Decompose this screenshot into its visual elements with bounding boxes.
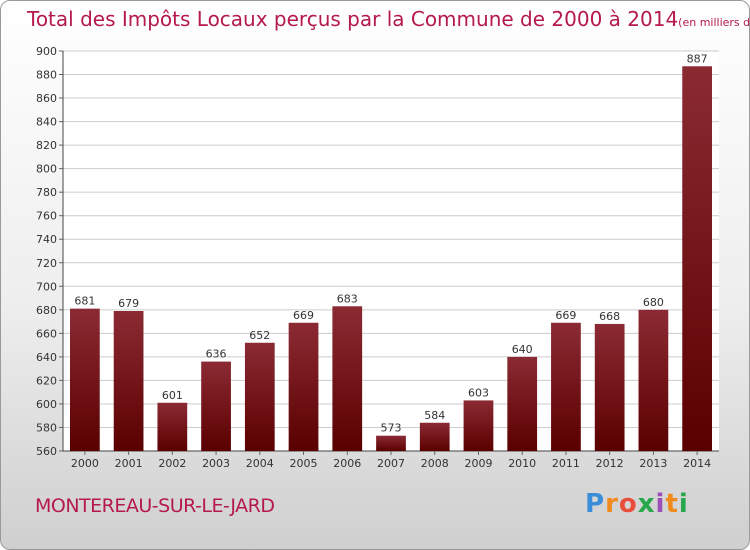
x-tick-label: 2001 (115, 457, 143, 470)
y-tick-label: 680 (36, 304, 57, 317)
y-tick-label: 840 (36, 116, 57, 129)
chart-title-unit: (en milliers d'€) (678, 16, 750, 29)
y-tick-label: 620 (36, 374, 57, 387)
y-tick-label: 800 (36, 163, 57, 176)
data-label: 683 (337, 292, 358, 305)
data-label: 669 (293, 309, 314, 322)
y-tick-label: 820 (36, 139, 57, 152)
bar (244, 342, 275, 451)
data-label: 601 (162, 389, 183, 402)
y-tick-label: 900 (36, 45, 57, 58)
data-label: 887 (687, 52, 708, 65)
bar (376, 435, 406, 451)
data-label: 652 (249, 329, 270, 342)
bar (332, 306, 363, 451)
x-tick-label: 2004 (246, 457, 274, 470)
bar (288, 322, 319, 451)
x-tick-label: 2010 (508, 457, 536, 470)
data-label: 681 (74, 295, 95, 308)
x-tick-label: 2000 (71, 457, 99, 470)
y-tick-label: 600 (36, 398, 57, 411)
data-label: 636 (206, 348, 227, 361)
chart-title-main: Total des Impôts Locaux perçus par la Co… (27, 7, 679, 31)
y-tick-label: 860 (36, 92, 57, 105)
bar (157, 402, 188, 451)
y-tick-label: 740 (36, 233, 57, 246)
commune-name: MONTEREAU-SUR-LE-JARD (35, 495, 275, 517)
x-tick-label: 2006 (333, 457, 361, 470)
data-label: 669 (555, 309, 576, 322)
bar (113, 311, 144, 451)
bar (463, 400, 494, 451)
y-tick-label: 640 (36, 351, 57, 364)
x-tick-label: 2002 (158, 457, 186, 470)
chart-title: Total des Impôts Locaux perçus par la Co… (27, 7, 750, 31)
bar (682, 66, 713, 451)
bar (419, 422, 450, 451)
data-label: 573 (381, 422, 402, 435)
data-label: 668 (599, 310, 620, 323)
data-label: 679 (118, 297, 139, 310)
y-tick-label: 660 (36, 327, 57, 340)
x-tick-label: 2014 (683, 457, 711, 470)
y-tick-label: 780 (36, 186, 57, 199)
proxiti-logo: Proxiti (585, 489, 689, 519)
data-label: 640 (512, 343, 533, 356)
x-tick-label: 2009 (464, 457, 492, 470)
x-tick-label: 2007 (377, 457, 405, 470)
y-tick-label: 760 (36, 210, 57, 223)
data-label: 584 (424, 409, 445, 422)
x-tick-label: 2011 (552, 457, 580, 470)
x-tick-label: 2008 (421, 457, 449, 470)
y-tick-label: 560 (36, 445, 57, 458)
y-tick-label: 580 (36, 421, 57, 434)
bar (594, 323, 625, 451)
y-tick-label: 880 (36, 69, 57, 82)
x-tick-label: 2012 (596, 457, 624, 470)
y-tick-label: 700 (36, 280, 57, 293)
bar (551, 322, 581, 451)
x-tick-label: 2013 (639, 457, 667, 470)
bar (69, 308, 100, 451)
bar (507, 356, 538, 451)
y-tick-label: 720 (36, 257, 57, 270)
x-tick-label: 2005 (290, 457, 318, 470)
bar (201, 361, 231, 451)
x-tick-label: 2003 (202, 457, 230, 470)
data-label: 680 (643, 296, 664, 309)
data-label: 603 (468, 386, 489, 399)
bar (638, 309, 669, 451)
